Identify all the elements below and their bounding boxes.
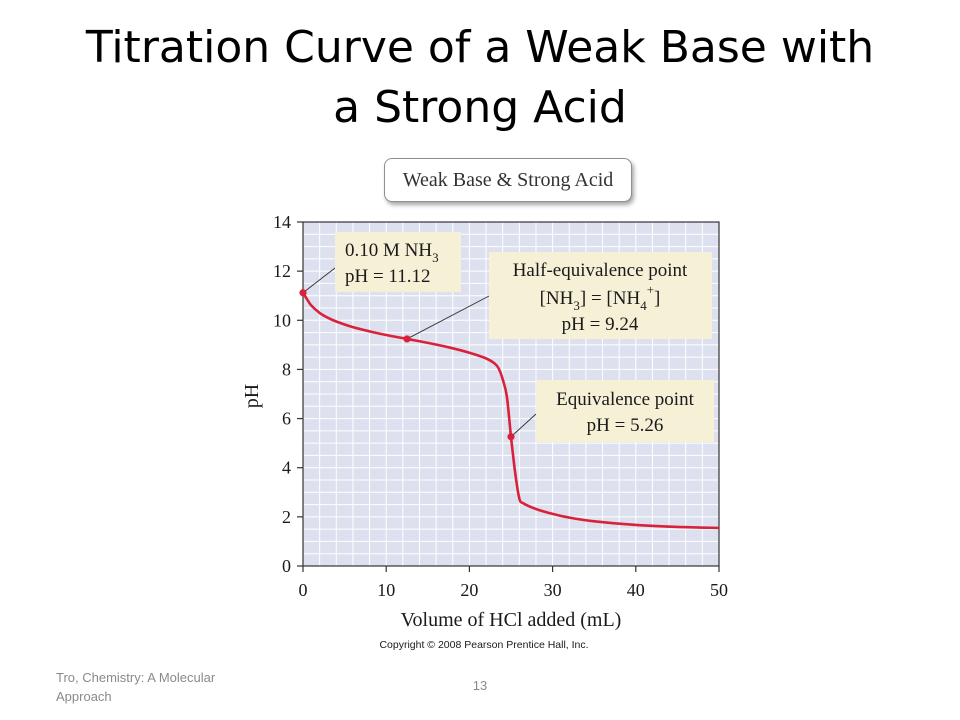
callout-initial-line-1: 0.10 M NH3 bbox=[345, 240, 439, 265]
x-tick-label: 50 bbox=[710, 580, 728, 600]
marked-point bbox=[507, 433, 515, 441]
callout-half-equivalence: Half-equivalence point [NH3] = [NH4+] pH… bbox=[489, 252, 712, 339]
marked-point bbox=[299, 289, 307, 297]
callout-half-equation: [NH3] = [NH4+] bbox=[540, 282, 661, 313]
callout-equivalence-line-2: pH = 5.26 bbox=[587, 415, 664, 436]
tick-labels: 0 10 20 30 40 50 0 2 4 6 8 10 12 14 bbox=[273, 212, 728, 600]
axes bbox=[297, 221, 720, 572]
y-tick-label: 14 bbox=[273, 212, 291, 232]
callout-equivalence: Equivalence point pH = 5.26 bbox=[536, 380, 714, 442]
callout-initial-box bbox=[335, 232, 461, 292]
callout-half-box bbox=[489, 252, 712, 339]
marked-points bbox=[299, 289, 515, 441]
slide-title-line-1: Titration Curve of a Weak Base with bbox=[85, 22, 875, 73]
y-tick-label: 12 bbox=[273, 261, 291, 281]
y-axis-label: pH bbox=[241, 384, 263, 408]
callout-initial: 0.10 M NH3 pH = 11.12 bbox=[335, 232, 461, 292]
x-axis-label: Volume of HCl added (mL) bbox=[401, 609, 622, 631]
y-tick-label: 6 bbox=[282, 409, 291, 429]
slide-title: Titration Curve of a Weak Base with a St… bbox=[20, 18, 940, 138]
callout-leader-lines bbox=[302, 267, 537, 438]
y-tick-label: 4 bbox=[282, 458, 291, 478]
marked-point bbox=[403, 335, 411, 343]
page-number: 13 bbox=[472, 678, 488, 693]
callout-initial-line-2: pH = 11.12 bbox=[345, 266, 430, 287]
copyright-text: Copyright © 2008 Pearson Prentice Hall, … bbox=[379, 639, 588, 651]
titration-curve-line bbox=[301, 292, 720, 530]
callout-equivalence-line-1: Equivalence point bbox=[556, 389, 694, 410]
x-tick-label: 10 bbox=[377, 580, 395, 600]
y-tick-label: 10 bbox=[273, 310, 291, 330]
callout-leader bbox=[302, 267, 336, 294]
x-tick-label: 20 bbox=[460, 580, 478, 600]
slide-title-line-2: a Strong Acid bbox=[333, 82, 627, 133]
x-tick-label: 0 bbox=[299, 580, 308, 600]
y-tick-label: 2 bbox=[282, 507, 291, 527]
callout-half-line-1: Half-equivalence point bbox=[513, 260, 688, 281]
footer-source: Tro, Chemistry: A Molecular Approach bbox=[56, 670, 216, 704]
chart-title-badge: Weak Base & Strong Acid bbox=[384, 158, 632, 202]
callout-equivalence-box bbox=[536, 380, 714, 442]
x-tick-label: 30 bbox=[544, 580, 562, 600]
callout-leader bbox=[510, 413, 537, 438]
y-tick-label: 0 bbox=[282, 556, 291, 576]
curve-layer bbox=[301, 292, 720, 530]
callout-half-line-3: pH = 9.24 bbox=[562, 314, 639, 335]
plot-frame bbox=[302, 221, 720, 567]
callout-leader bbox=[406, 295, 490, 340]
x-tick-label: 40 bbox=[627, 580, 645, 600]
y-tick-label: 8 bbox=[282, 359, 291, 379]
